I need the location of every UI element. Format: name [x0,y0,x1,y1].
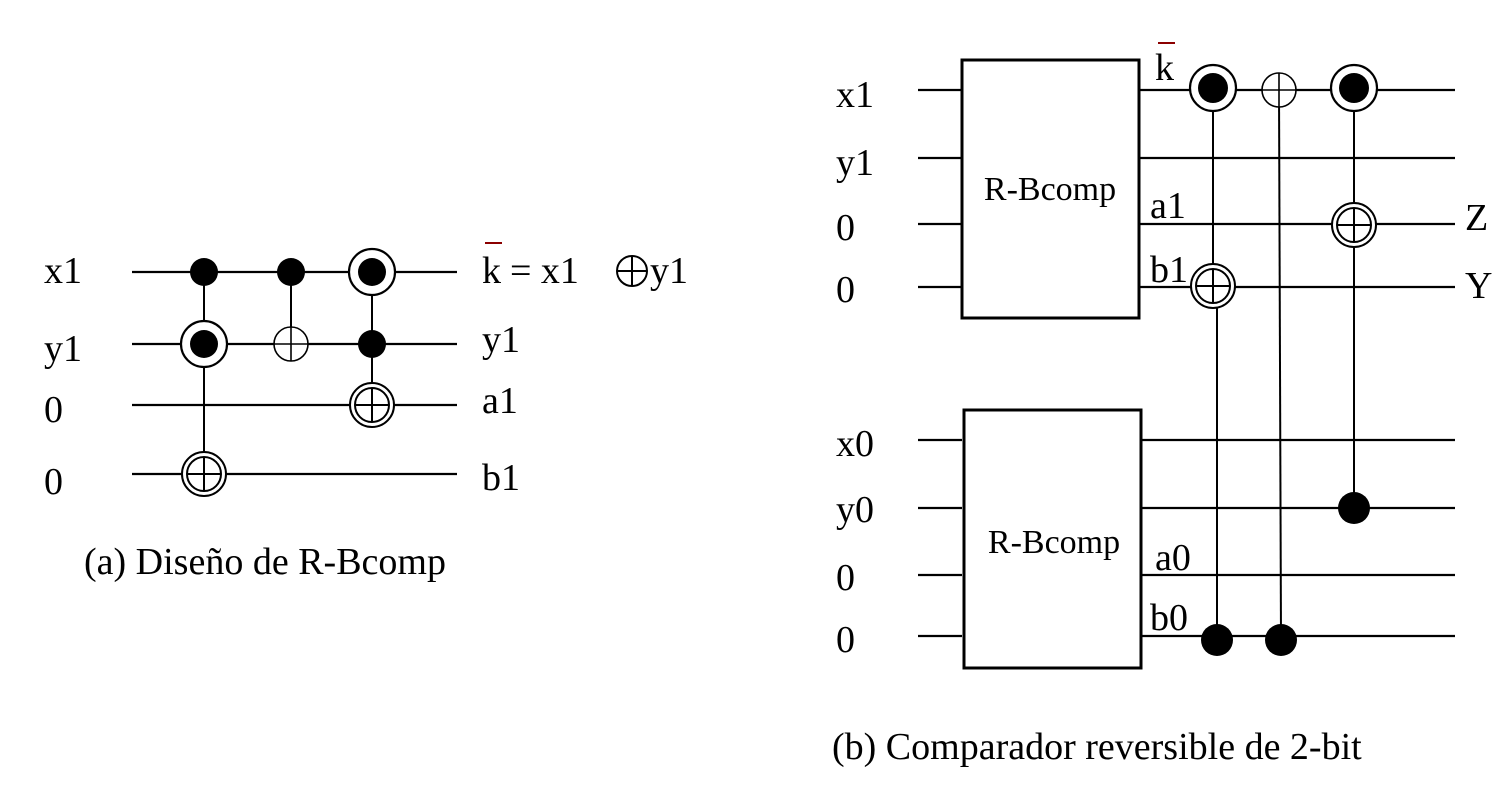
b-input-0-d: 0 [836,619,855,661]
b-block-top-label: R-Bcomp [984,171,1116,208]
b-gate-3 [1329,63,1379,524]
a-caption: (a) Diseño de R-Bcomp [84,541,446,583]
b-input-x1: x1 [836,74,874,116]
a-output-k-letter: k [482,250,501,292]
b-label-a1: a1 [1150,185,1186,227]
a-output-k-y1: y1 [650,250,688,292]
b-label-a0: a0 [1155,537,1191,579]
b-output-y: Y [1465,265,1492,307]
a-gate-3 [347,247,397,428]
a-input-x1: x1 [44,250,82,292]
b-label-b0: b0 [1150,597,1188,639]
b-block-bottom [962,408,1143,670]
a-xor-symbol-icon [616,255,648,287]
b-block-bottom-label: R-Bcomp [988,524,1120,561]
b-label-b1: b1 [1150,249,1188,291]
a-gate-2 [273,258,309,362]
a-output-b1: b1 [482,457,520,499]
b-gate1-xor-target-icon [1190,263,1236,309]
a-gate1-xor-target-icon [181,451,227,497]
a-gate3-control-dot [358,330,386,358]
circuit-b: x1 y1 0 0 x0 y0 0 0 R-Bcomp R-Bcomp [832,42,1492,768]
a-gate3-ringed-control [358,258,386,286]
b-input-x0: x0 [836,423,874,465]
a-input-b: 0 [44,461,63,503]
b-input-y0: y0 [836,489,874,531]
b-block-top [960,58,1141,320]
a-gate-1 [179,258,229,497]
a-gate1-ringed-control [190,330,218,358]
b-input-y1: y1 [836,142,874,184]
a-gate2-control-dot [277,258,305,286]
b-gate1-ringed-control [1198,73,1228,103]
b-label-k-letter: k [1155,47,1174,89]
a-gate1-control-dot [190,258,218,286]
b-gate3-xor-target-icon [1331,202,1377,248]
a-gate3-xor-target-icon [349,382,395,428]
a-output-k: k = x1 y1 [482,242,688,292]
b-gate3-control-y0 [1338,492,1370,524]
b-input-0-b: 0 [836,269,855,311]
a-output-a1: a1 [482,380,518,422]
b-label-k: k [1155,42,1175,89]
a-gate2-xor-target-icon [273,326,309,362]
a-output-y1: y1 [482,319,520,361]
a-output-k-expression: = x1 [510,250,579,292]
b-gate-2 [1261,72,1297,656]
b-gate2-control-b0 [1265,624,1297,656]
b-gate-1 [1188,63,1238,656]
b-gate1-control-b0 [1201,624,1233,656]
b-caption: (b) Comparador reversible de 2-bit [832,726,1362,768]
circuit-a: x1 y1 0 0 [44,242,688,583]
a-input-a: 0 [44,389,63,431]
b-output-z: Z [1465,197,1488,239]
b-input-0-a: 0 [836,207,855,249]
a-input-y1: y1 [44,328,82,370]
b-input-0-c: 0 [836,557,855,599]
b-gate2-xor-target-icon [1261,72,1297,108]
b-gate3-ringed-control [1339,73,1369,103]
